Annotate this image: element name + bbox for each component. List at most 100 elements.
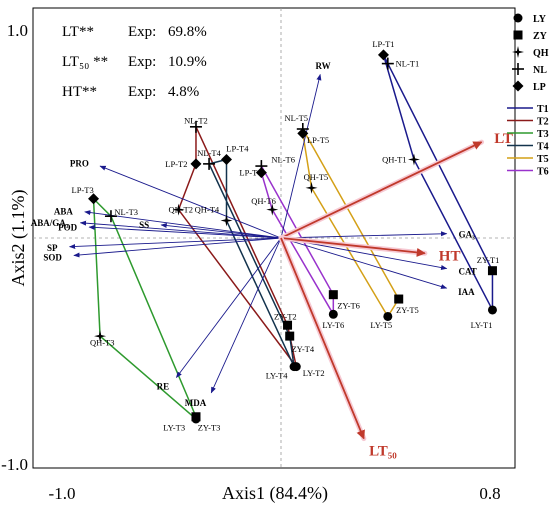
legend-marker-label-ly: LY [533, 14, 547, 25]
explained-value-1: 69.8% [168, 24, 207, 40]
point-label-ly-t2: LY-T2 [303, 368, 325, 378]
point-ly-t6 [328, 309, 338, 319]
point-label-nl-t4: NL-T4 [197, 148, 221, 158]
legend-marker-label-nl: NL [533, 65, 547, 76]
point-label-ly-t6: LY-T6 [322, 320, 344, 330]
vector-label-sod: SOD [43, 252, 62, 262]
vector-label-aba-ga: ABA/GA₃ [31, 218, 69, 228]
vector-rw [280, 73, 322, 239]
vector-iaa [280, 237, 448, 289]
legend-line-label-t3: T3 [537, 129, 549, 140]
point-label-lp-t2: LP-T2 [165, 159, 187, 169]
sample-points [88, 49, 497, 424]
point-label-ly-t4: LY-T4 [266, 370, 289, 380]
explained-exp-2: Exp: [128, 54, 156, 70]
vector-pro [99, 165, 282, 239]
legend-marker-label-lp: LP [533, 82, 546, 93]
point-label-nl-t3: NL-T3 [114, 207, 138, 217]
vector-label-rw: RW [315, 61, 330, 71]
legend-marker-zy [513, 30, 523, 40]
point-label-qh-t6: QH-T6 [251, 196, 276, 206]
point-label-zy-t4: ZY-T4 [291, 344, 314, 354]
vector-label-pod: POD [58, 223, 77, 233]
point-zy-t1 [487, 266, 497, 276]
response-label-lt: LT₅₀ [369, 444, 397, 460]
vector-label-mda: MDA [185, 398, 207, 408]
vector-sp [68, 237, 282, 250]
response-label-lt: LT [494, 131, 513, 147]
point-label-lp-t6: LP-T6 [239, 168, 261, 178]
vector-pod [88, 224, 282, 239]
point-label-qh-t2: QH-T2 [168, 205, 193, 215]
point-label-lp-t5: LP-T5 [307, 135, 329, 145]
point-qh-t5 [305, 181, 318, 194]
response-label-ht: HT [439, 249, 461, 265]
point-qh-t2 [172, 203, 185, 216]
point-qh-t6 [266, 203, 279, 216]
legend-line-label-t2: T2 [537, 117, 549, 128]
point-zy-t3 [191, 412, 201, 422]
explained-variance-block: LT** Exp: 69.8% LT₅₀ ** Exp: 10.9% HT** … [62, 24, 207, 100]
point-zy-t2 [283, 320, 293, 330]
y-axis-label: Axis2 (1.1%) [8, 190, 29, 287]
vector-label-re: RE [157, 382, 170, 392]
legend-line-label-t6: T6 [537, 167, 549, 178]
explained-exp-3: Exp: [128, 84, 156, 100]
point-nl-t1 [381, 57, 394, 70]
point-qh-t1 [407, 153, 420, 166]
point-label-qh-t4: QH-T4 [195, 205, 220, 215]
vector-ss [160, 223, 282, 239]
point-lp-t3 [88, 193, 100, 205]
vector-aba-ga [79, 220, 282, 239]
point-lp-t6 [255, 167, 267, 179]
response-vector-lt [280, 237, 365, 440]
vector-ga [280, 231, 448, 239]
point-label-qh-t1: QH-T1 [382, 155, 407, 165]
explained-exp-1: Exp: [128, 24, 156, 40]
point-label-ly-t3: LY-T3 [163, 423, 185, 433]
response-vectors: LT HT LT₅₀ [278, 131, 513, 460]
point-lp-t5 [297, 127, 309, 139]
point-label-lp-t4: LP-T4 [226, 144, 249, 154]
point-zy-t5 [394, 294, 404, 304]
point-qh-t3 [94, 330, 107, 343]
explained-label-1: LT** [62, 24, 94, 40]
vector-re [175, 237, 282, 379]
point-ly-t5 [383, 311, 393, 321]
vector-label-ga: GA₃ [459, 229, 476, 239]
point-zy-t6 [328, 290, 338, 300]
vector-label-sp: SP [47, 243, 58, 253]
vector-mda [210, 237, 282, 394]
legend-line-label-t5: T5 [537, 154, 549, 165]
point-lp-t1 [377, 49, 389, 61]
x-tick-left: -1.0 [49, 484, 76, 503]
point-label-qh-t3: QH-T3 [90, 338, 115, 348]
legend-marker-lp [512, 80, 524, 92]
point-label-nl-t1: NL-T1 [396, 59, 420, 69]
vector-label-iaa: IAA [458, 287, 475, 297]
response-vector-ht [280, 237, 426, 257]
vector-aba [84, 210, 282, 239]
vector-label-ss: SS [139, 220, 149, 230]
explained-label-2: LT₅₀ ** [62, 54, 108, 70]
y-tick-top: 1.0 [7, 21, 28, 40]
point-nl-t4 [203, 157, 216, 170]
explained-label-3: HT** [62, 84, 97, 100]
point-label-ly-t5: LY-T5 [370, 320, 392, 330]
legend-line-label-t1: T1 [537, 104, 549, 115]
legend-marker-label-zy: ZY [533, 31, 548, 42]
vector-label-aba: ABA [54, 207, 74, 217]
point-label-zy-t2: ZY-T2 [274, 311, 297, 321]
point-qh-t4 [220, 214, 233, 227]
y-tick-bottom: -1.0 [1, 455, 28, 474]
point-label-nl-t6: NL-T6 [271, 155, 295, 165]
x-tick-right: 0.8 [479, 484, 500, 503]
explained-value-3: 4.8% [168, 84, 199, 100]
response-vector-lt [280, 141, 483, 239]
point-ly-t1 [487, 305, 497, 315]
explained-value-2: 10.9% [168, 54, 207, 70]
